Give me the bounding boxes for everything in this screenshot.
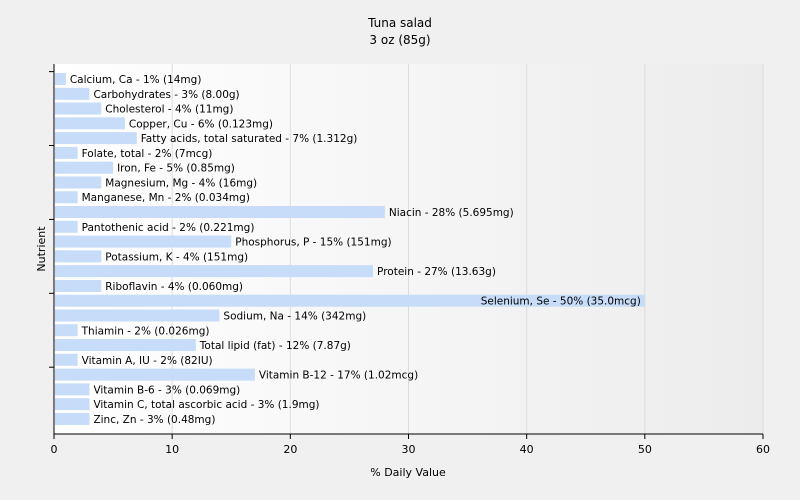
x-tick-label: 40 xyxy=(520,443,534,456)
y-axis-label: Nutrient xyxy=(35,226,48,272)
bar-label: Sodium, Na - 14% (342mg) xyxy=(223,310,366,322)
bar xyxy=(55,132,137,145)
bar-label: Total lipid (fat) - 12% (7.87g) xyxy=(199,340,351,352)
bar-label: Pantothenic acid - 2% (0.221mg) xyxy=(82,222,255,234)
bar xyxy=(55,368,255,381)
x-tick-label: 60 xyxy=(756,443,770,456)
bar xyxy=(55,309,220,322)
bar-label: Protein - 27% (13.63g) xyxy=(377,266,496,278)
bar xyxy=(55,206,385,219)
bar-label: Magnesium, Mg - 4% (16mg) xyxy=(105,177,257,189)
bar-label: Calcium, Ca - 1% (14mg) xyxy=(70,74,202,86)
x-tick-label: 50 xyxy=(638,443,652,456)
bar-label: Vitamin A, IU - 2% (82IU) xyxy=(82,355,213,367)
bar xyxy=(55,87,90,100)
x-axis-label: % Daily Value xyxy=(370,466,446,479)
bar-label: Vitamin B-6 - 3% (0.069mg) xyxy=(93,384,240,396)
bar-label: Copper, Cu - 6% (0.123mg) xyxy=(129,118,273,130)
bar xyxy=(55,73,66,85)
bar xyxy=(55,279,102,292)
bar-label: Vitamin B-12 - 17% (1.02mcg) xyxy=(259,370,418,382)
bar xyxy=(55,294,645,307)
bar-label: Folate, total - 2% (7mcg) xyxy=(82,148,213,160)
x-tick-label: 20 xyxy=(283,443,297,456)
bar-label: Cholesterol - 4% (11mg) xyxy=(105,104,233,116)
bar xyxy=(55,324,78,337)
bar xyxy=(55,191,78,204)
bar-label: Riboflavin - 4% (0.060mg) xyxy=(105,281,243,293)
bar-label: Manganese, Mn - 2% (0.034mg) xyxy=(82,192,250,204)
bar xyxy=(55,220,78,233)
bar-label: Phosphorus, P - 15% (151mg) xyxy=(235,237,391,249)
bar xyxy=(55,353,78,366)
bar xyxy=(55,161,114,174)
chart-title: Tuna salad xyxy=(367,16,432,30)
bar-label: Iron, Fe - 5% (0.85mg) xyxy=(117,163,235,175)
bar xyxy=(55,383,90,396)
bar xyxy=(55,339,196,352)
bar-label: Selenium, Se - 50% (35.0mcg) xyxy=(481,296,641,308)
bar-label: Carbohydrates - 3% (8.00g) xyxy=(93,89,239,101)
bar xyxy=(55,102,102,115)
bar xyxy=(55,265,374,278)
bar-label: Potassium, K - 4% (151mg) xyxy=(105,251,248,263)
bar xyxy=(55,176,102,189)
bar xyxy=(55,398,90,411)
bar xyxy=(55,250,102,263)
x-tick-label: 10 xyxy=(165,443,179,456)
x-tick-label: 30 xyxy=(402,443,416,456)
chart-subtitle: 3 oz (85g) xyxy=(369,33,430,47)
bar xyxy=(55,412,90,425)
bar xyxy=(55,146,78,159)
bar-label: Zinc, Zn - 3% (0.48mg) xyxy=(93,414,215,426)
bar-label: Fatty acids, total saturated - 7% (1.312… xyxy=(141,133,358,145)
bar xyxy=(55,117,125,130)
x-tick-label: 0 xyxy=(51,443,58,456)
bar xyxy=(55,235,232,248)
bar-label: Niacin - 28% (5.695mg) xyxy=(389,207,514,219)
bar-label: Vitamin C, total ascorbic acid - 3% (1.9… xyxy=(93,399,319,411)
bar-label: Thiamin - 2% (0.026mg) xyxy=(81,325,210,337)
